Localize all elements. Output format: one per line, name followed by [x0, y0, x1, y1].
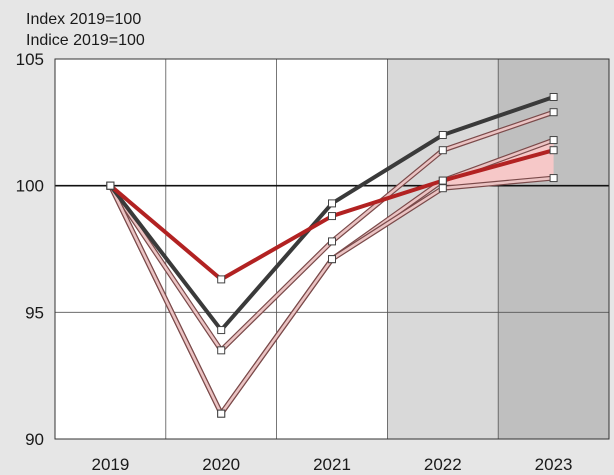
x-tick-label-2021: 2021: [313, 455, 351, 474]
forecast-shade-2022: [387, 59, 499, 439]
y-tick-label-90: 90: [25, 430, 44, 449]
series-5-point-2022: [438, 184, 447, 193]
x-tick-label-2019: 2019: [91, 455, 129, 474]
series-3-point-2020: [217, 346, 226, 355]
series-5-point-2020: [217, 409, 226, 418]
y-tick-label-100: 100: [16, 177, 44, 196]
series-2-point-2020: [217, 326, 226, 335]
x-tick-label-2023: 2023: [535, 455, 573, 474]
series-3-point-2023: [549, 108, 558, 117]
y-tick-label-105: 105: [16, 50, 44, 69]
plot-area: 90 95 100 105 2019 2020 2021 2022 2023: [16, 50, 610, 474]
series-2-point-2022: [438, 131, 447, 139]
series-4-point-2022: [438, 176, 447, 185]
plot-border: [54, 58, 610, 440]
series-3-point-2022: [438, 146, 447, 155]
y-unit-label-line-2: Indice 2019=100: [26, 32, 145, 49]
series-2-point-2023: [549, 93, 558, 101]
series-1-point-2023: [549, 146, 558, 155]
x-tick-label-2020: 2020: [202, 455, 240, 474]
series-5-point-2019: [106, 181, 115, 190]
series-1-point-2021: [328, 212, 336, 221]
series-4-point-2023: [549, 136, 558, 145]
y-unit-label-line-1: Index 2019=100: [26, 11, 141, 28]
x-tick-label-2022: 2022: [424, 455, 462, 474]
series-3-point-2021: [328, 237, 336, 246]
series-1-point-2020: [217, 275, 226, 284]
y-tick-label-95: 95: [25, 303, 44, 322]
series-2-point-2021: [328, 199, 336, 208]
series-5-point-2023: [549, 174, 558, 183]
series-5-point-2021: [328, 255, 336, 264]
